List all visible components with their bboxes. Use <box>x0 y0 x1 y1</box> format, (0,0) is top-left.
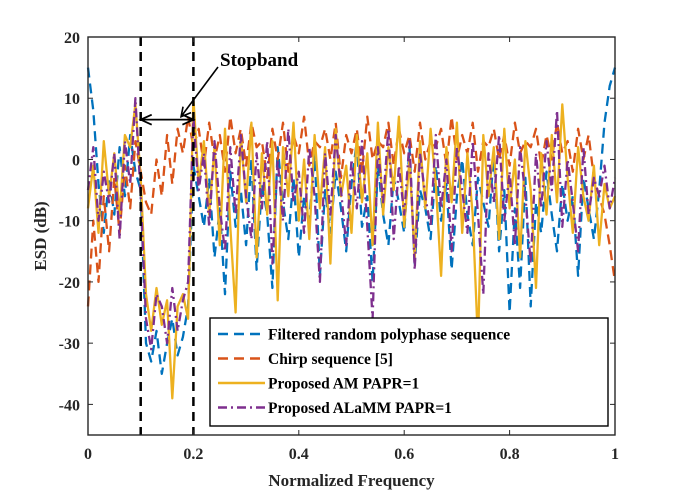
y-tick-label: -20 <box>59 275 80 292</box>
stopband-pointer-head <box>179 106 192 118</box>
y-tick-label: -10 <box>59 214 80 231</box>
series-line-3 <box>86 97 617 400</box>
stopband-pointer-line <box>180 66 219 118</box>
y-tick-label: -30 <box>59 336 80 353</box>
y-tick-label: -40 <box>59 397 80 414</box>
x-tick-label: 0.6 <box>394 446 414 463</box>
stopband-arrowhead-right <box>182 113 196 126</box>
series-layer <box>86 67 617 400</box>
legend-label-2: Chirp sequence [5] <box>268 351 393 368</box>
legend-label-1: Filtered random polyphase sequence <box>268 327 510 344</box>
legend-label-3: Proposed AM PAPR=1 <box>268 376 419 393</box>
x-tick-label: 0.2 <box>183 446 203 463</box>
y-axis-label: ESD (dB) <box>31 201 50 270</box>
x-tick-label: 1 <box>611 446 619 463</box>
stopband-arrowhead-left <box>138 113 153 126</box>
legend-box <box>209 317 609 427</box>
series-line-2 <box>86 115 617 307</box>
plot-frame <box>87 36 616 436</box>
legend: Filtered random polyphase sequence Chirp … <box>209 317 609 427</box>
stopband-label: Stopband <box>220 50 299 71</box>
legend-label-4: Proposed ALaMM PAPR=1 <box>268 400 452 417</box>
stopband-layer: Stopband <box>138 37 299 435</box>
x-tick-label: 0 <box>84 446 92 463</box>
x-axis-label: Normalized Frequency <box>268 471 435 490</box>
y-tick-label: 10 <box>64 91 80 108</box>
tick-layer: 0 0.2 0.4 0.6 0.8 1 -40 -30 -20 -10 0 10 20 <box>59 30 619 463</box>
x-tick-label: 0.8 <box>500 446 520 463</box>
y-tick-label: 0 <box>72 152 80 169</box>
y-tick-label: 20 <box>64 30 80 47</box>
x-tick-label: 0.4 <box>289 446 309 463</box>
series-line-4 <box>86 97 617 351</box>
